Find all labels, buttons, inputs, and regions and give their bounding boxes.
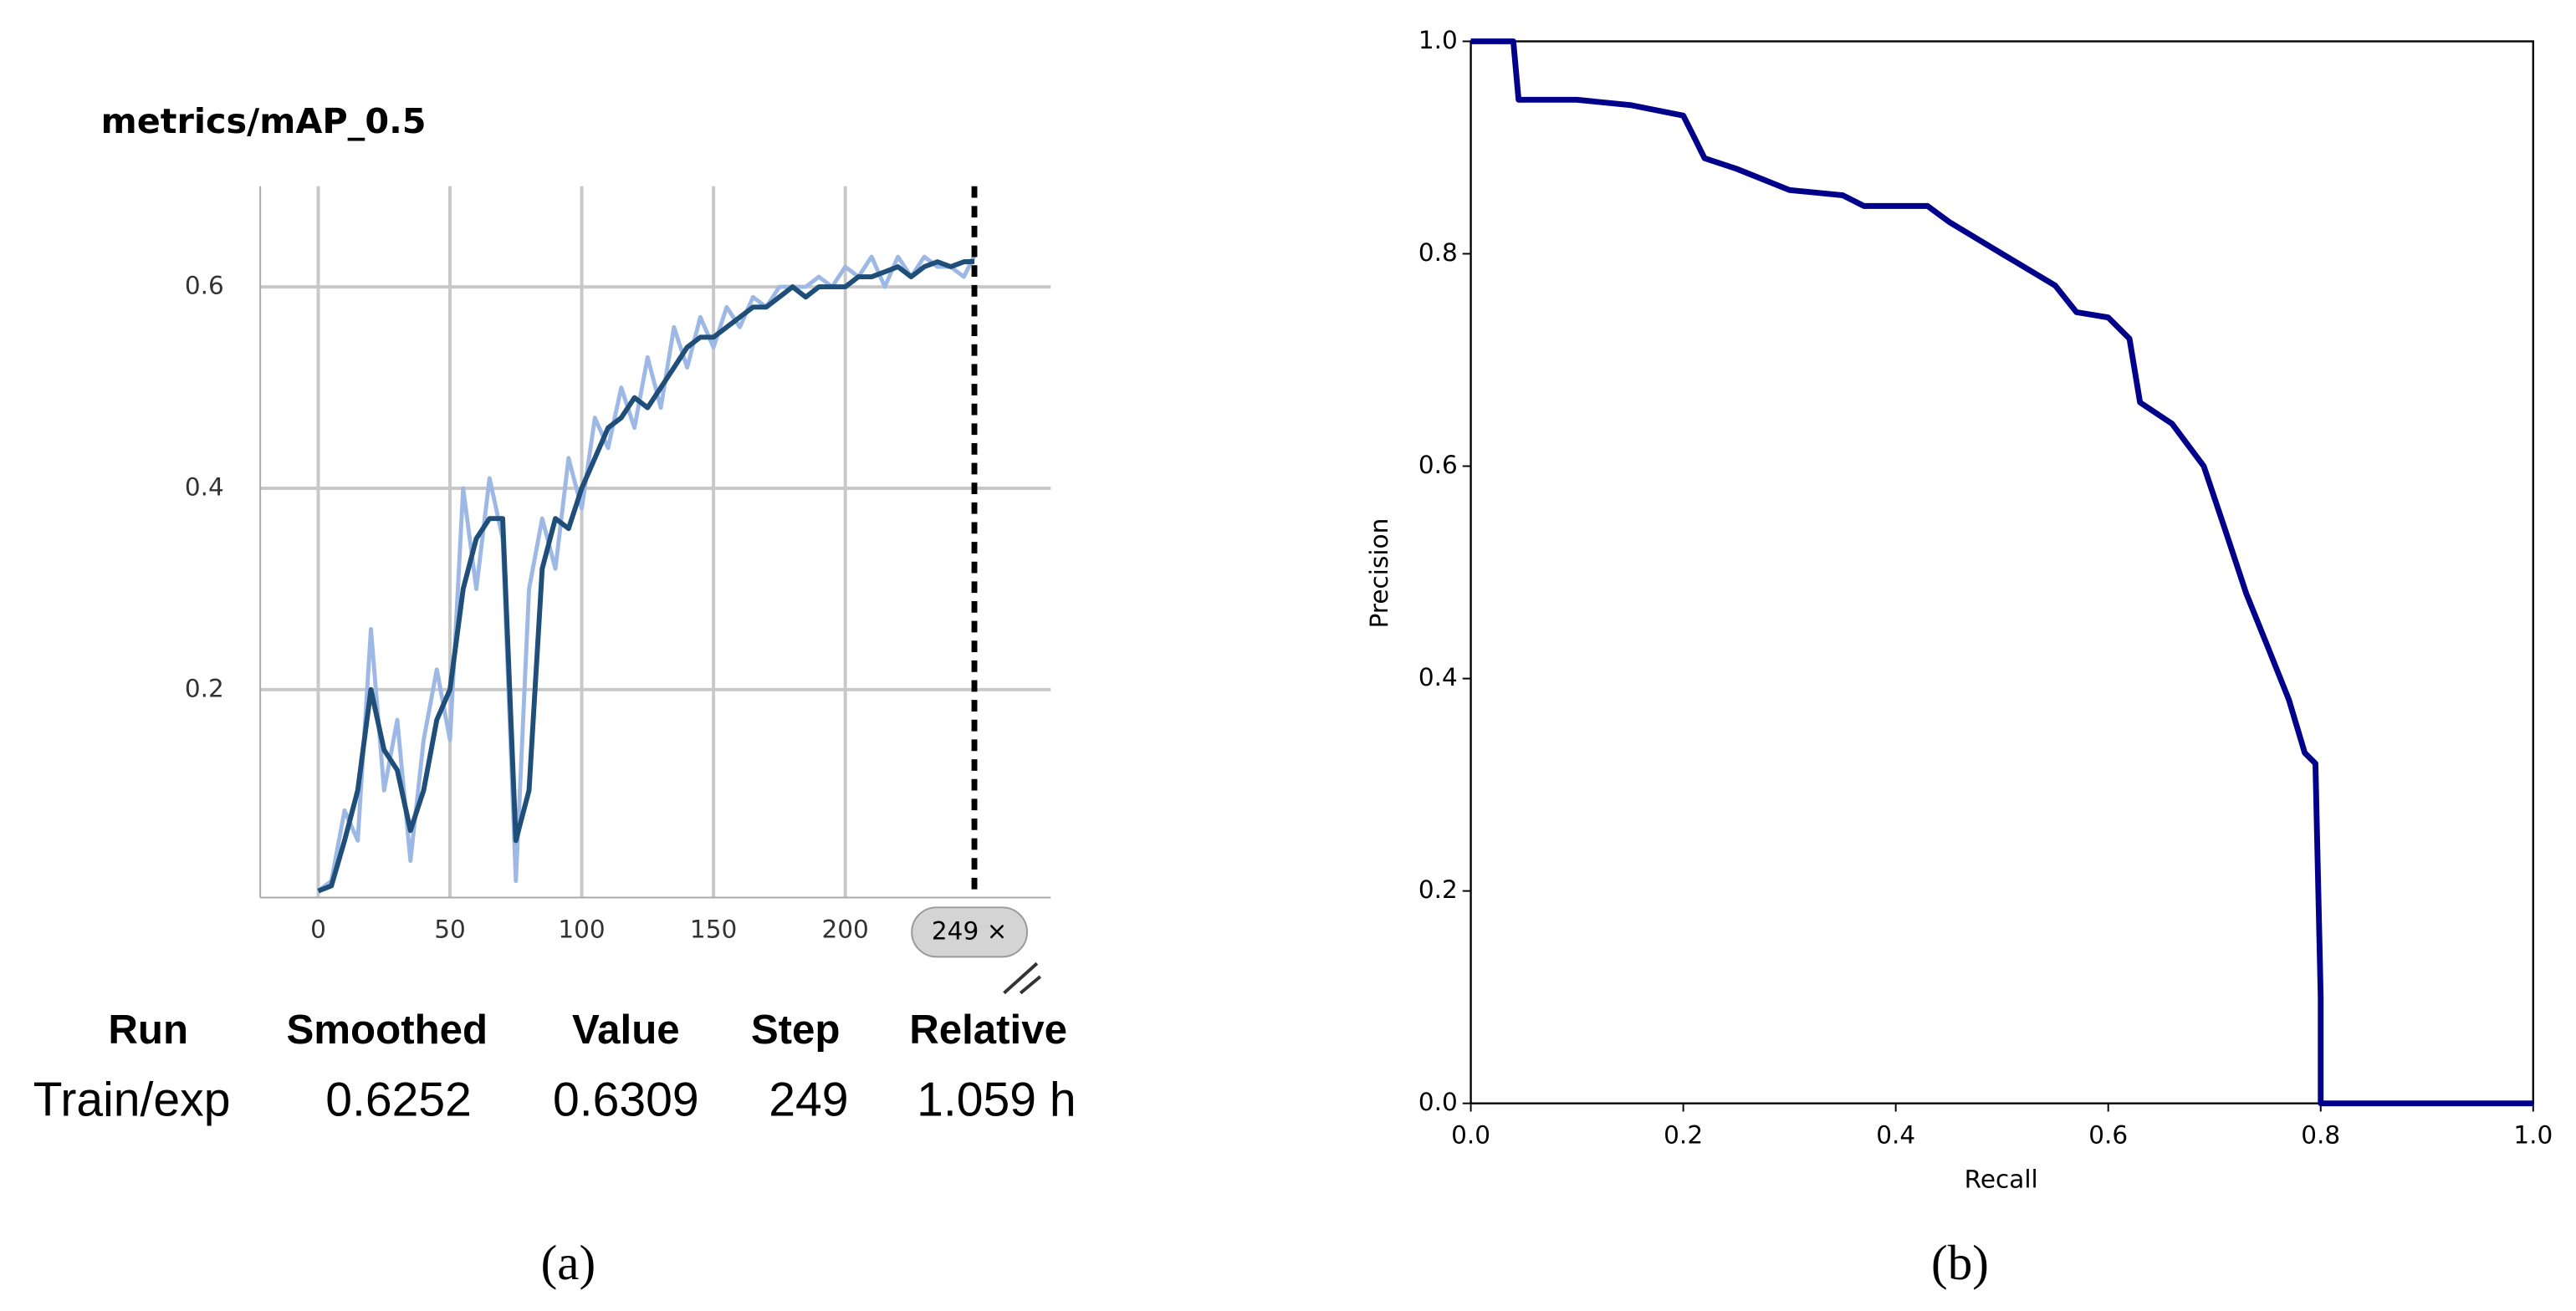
y-tick-label: 1.0 xyxy=(1418,26,1458,54)
series-line xyxy=(317,258,975,894)
table-header: Value xyxy=(572,1007,680,1053)
x-tick-label: 50 xyxy=(434,915,466,943)
x-tick-label: 0.0 xyxy=(1451,1121,1490,1150)
table-header: Run xyxy=(108,1007,188,1053)
chart-title: metrics/mAP_0.5 xyxy=(101,101,427,141)
resize-handle xyxy=(1019,975,1042,995)
table-cell: 0.6252 xyxy=(325,1074,472,1127)
x-tick-label: 200 xyxy=(821,915,868,943)
x-tick-label: 0 xyxy=(310,915,326,943)
x-tick-label: 0.2 xyxy=(1664,1121,1703,1150)
y-tick-label: 0.4 xyxy=(185,472,224,501)
x-tick-label: 1.0 xyxy=(2513,1121,2553,1150)
x-axis-label: Recall xyxy=(1965,1166,2038,1194)
y-tick-label: 0.8 xyxy=(1418,238,1458,267)
x-tick-label: 0.8 xyxy=(2301,1121,2340,1150)
y-tick-label: 0.6 xyxy=(185,272,224,300)
caption: (b) xyxy=(1931,1235,1989,1290)
x-tick-label: 150 xyxy=(690,915,737,943)
plot-frame xyxy=(1469,40,2534,1104)
caption: (a) xyxy=(541,1235,596,1290)
y-tick-label: 0.4 xyxy=(1418,663,1458,691)
y-tick-label: 0.2 xyxy=(185,674,224,702)
table-cell: 1.059 h xyxy=(917,1074,1076,1127)
y-tick-label: 0.2 xyxy=(1418,875,1458,904)
y-axis-label: Precision xyxy=(1365,518,1393,629)
table-header: Step xyxy=(751,1007,841,1053)
table-cell: 249 xyxy=(769,1074,848,1127)
y-tick-label: 0.0 xyxy=(1418,1088,1458,1116)
resize-handle xyxy=(1003,962,1039,995)
x-tick-label: 0.4 xyxy=(1876,1121,1915,1150)
table-cell: 0.6309 xyxy=(553,1074,699,1127)
table-header: Relative xyxy=(909,1007,1067,1053)
cursor-badge xyxy=(911,906,1029,958)
x-tick-label: 100 xyxy=(558,915,605,943)
cursor-label: 249 × xyxy=(932,916,1007,945)
series-line xyxy=(316,254,977,893)
x-tick-label: 0.6 xyxy=(2088,1121,2128,1150)
y-tick-label: 0.6 xyxy=(1418,451,1458,479)
table-cell: Train/exp xyxy=(33,1074,231,1127)
table-header: Smoothed xyxy=(286,1007,488,1053)
series-line xyxy=(1470,38,2533,1107)
